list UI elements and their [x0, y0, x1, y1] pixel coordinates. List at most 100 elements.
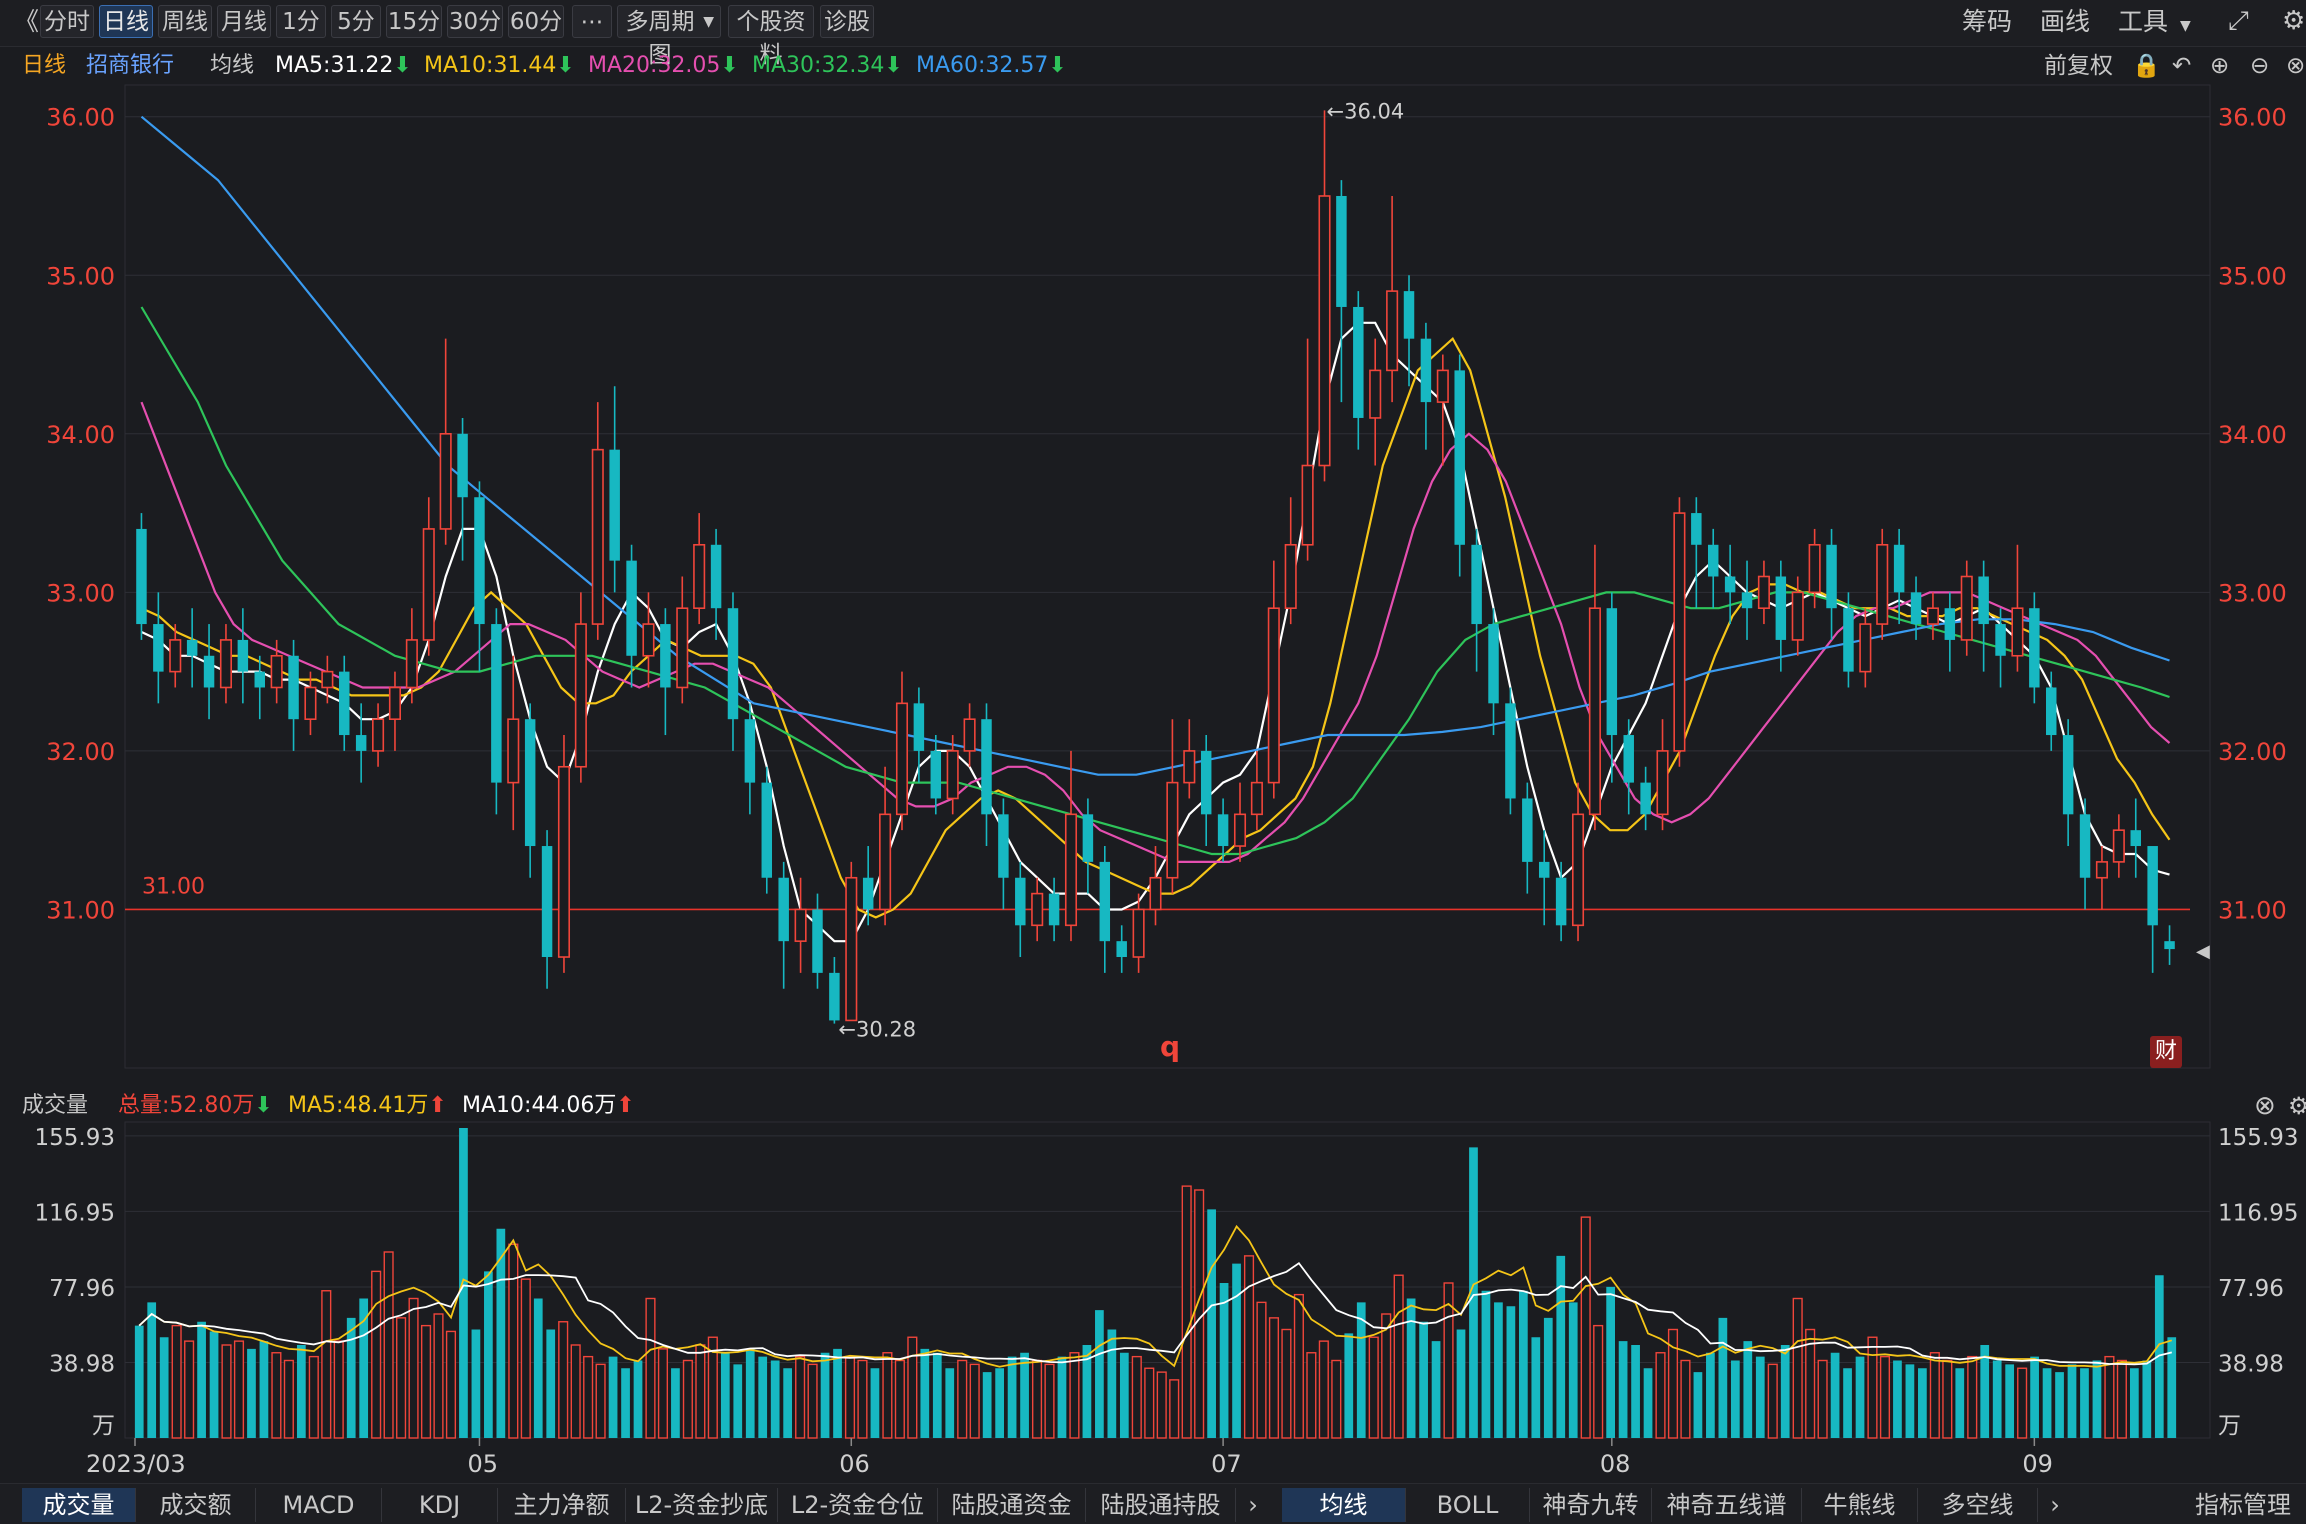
volume-bar	[1568, 1302, 1578, 1438]
candle	[761, 766, 773, 894]
candle-body	[879, 813, 892, 911]
q-marker[interactable]: q	[1160, 1030, 1181, 1063]
candle	[1200, 735, 1212, 847]
ma10-value: MA10:31.44⬇	[424, 53, 575, 78]
tab-hk-connect-hold[interactable]: 陆股通持股	[1086, 1488, 1236, 1522]
candle	[169, 624, 182, 688]
candle-body	[1926, 607, 1939, 625]
candle	[591, 402, 604, 640]
close-icon[interactable]: ⊗	[2254, 1091, 2276, 1121]
candle-body	[778, 877, 789, 942]
candle	[829, 957, 840, 1024]
undo-icon[interactable]: ↶	[2172, 53, 2192, 79]
candle-body	[237, 639, 249, 672]
tab-l2-bottom[interactable]: L2-资金抄底	[626, 1488, 778, 1522]
tab-volume[interactable]: 成交量	[22, 1488, 136, 1522]
y-tick-label: 33.00	[46, 579, 115, 607]
back-button[interactable]: 《	[14, 7, 40, 36]
tab-15min[interactable]: 15分	[386, 5, 442, 38]
volume-bar	[1281, 1328, 1292, 1439]
tab-rixian[interactable]: 日线	[99, 5, 153, 38]
tab-yuexian[interactable]: 月线	[217, 5, 271, 38]
tab-hk-connect-flow[interactable]: 陆股通资金	[938, 1488, 1086, 1522]
volume-bar	[271, 1352, 282, 1439]
candle	[153, 592, 164, 704]
stock-info-button[interactable]: 个股资料	[728, 5, 814, 68]
lock-icon[interactable]: 🔒	[2132, 53, 2161, 79]
candle	[1436, 354, 1449, 466]
volume-bar	[1095, 1310, 1104, 1438]
tab-fenshi[interactable]: 分时	[40, 5, 94, 38]
diagnose-button[interactable]: 诊股	[820, 5, 874, 38]
candle-body	[541, 846, 553, 958]
tab-5min[interactable]: 5分	[331, 5, 381, 38]
candle	[203, 624, 215, 720]
kline-chart[interactable]: 31.00 36.00 35.00 34.00 33.00 32.00 31.00 36.…	[0, 0, 2306, 1483]
zoom-out-icon[interactable]: ⊖	[2250, 53, 2270, 79]
tab-main-net[interactable]: 主力净额	[498, 1488, 626, 1522]
candle	[1757, 560, 1770, 625]
volume-bar	[308, 1355, 319, 1439]
candle-body	[1995, 624, 2006, 656]
ma-title[interactable]: 均线	[210, 53, 255, 78]
volume-tick-label: 155.93	[35, 1125, 115, 1151]
volume-bar	[995, 1368, 1004, 1438]
finance-badge[interactable]: 财	[2150, 1036, 2182, 1068]
indicator-manager-button[interactable]: 指标管理	[2195, 1491, 2291, 1519]
tab-amount[interactable]: 成交额	[136, 1488, 256, 1522]
top-toolbar: 《 分时 日线 周线 月线 1分 5分 15分 30分 60分 ⋯ 多周期图 ▼…	[0, 0, 2306, 68]
multi-period-dropdown[interactable]: 多周期图 ▼	[617, 5, 721, 68]
tab-30min[interactable]: 30分	[447, 5, 503, 38]
fullscreen-icon[interactable]: ⤢	[2228, 6, 2249, 36]
tab-magic-five[interactable]: 神奇五线谱	[1652, 1488, 1802, 1522]
candle	[2130, 798, 2141, 878]
candle-body	[388, 686, 402, 720]
candle-body	[744, 719, 756, 783]
tab-boll[interactable]: BOLL	[1406, 1488, 1530, 1522]
volume-bar	[259, 1341, 269, 1438]
tab-long-short[interactable]: 多空线	[1918, 1488, 2038, 1522]
candle-body	[2147, 846, 2158, 926]
tab-zhouxian[interactable]: 周线	[158, 5, 212, 38]
chevron-right-icon[interactable]: ›	[2050, 1491, 2060, 1519]
chevron-right-icon[interactable]: ›	[1248, 1491, 1258, 1519]
candle	[727, 592, 739, 751]
candle-body	[862, 877, 874, 910]
candle	[1301, 338, 1314, 561]
settings-icon[interactable]: ⚙	[2288, 1092, 2306, 1120]
tab-bull-bear[interactable]: 牛熊线	[1802, 1488, 1918, 1522]
chip-button[interactable]: 筹码	[1962, 7, 2013, 36]
candle	[626, 544, 637, 688]
date-axis: 2023/03050607080910	[86, 1438, 2053, 1478]
candle	[1588, 544, 1601, 831]
candle-body	[1960, 575, 1973, 641]
candle-body	[2079, 814, 2091, 878]
candle	[1522, 782, 1533, 894]
volume-title[interactable]: 成交量	[22, 1093, 89, 1118]
draw-line-button[interactable]: 画线	[2040, 7, 2091, 36]
volume-bar	[1805, 1328, 1816, 1439]
candle	[1859, 608, 1872, 688]
close-icon[interactable]: ⊗	[2286, 53, 2306, 79]
fq-dropdown[interactable]: 前复权	[2044, 53, 2113, 79]
tab-ma[interactable]: 均线	[1282, 1488, 1406, 1522]
candle	[1353, 291, 1364, 450]
settings-icon[interactable]: ⚙	[2282, 6, 2306, 36]
tools-button[interactable]: 工具 ▼	[2118, 5, 2191, 38]
candle-body	[186, 639, 198, 656]
tab-macd[interactable]: MACD	[256, 1488, 382, 1522]
volume-bar	[595, 1363, 606, 1439]
candle-body	[1454, 370, 1465, 545]
zoom-in-icon[interactable]: ⊕	[2210, 53, 2230, 79]
tab-td9[interactable]: 神奇九转	[1530, 1488, 1652, 1522]
tab-1min[interactable]: 1分	[276, 5, 326, 38]
tab-l2-position[interactable]: L2-资金仓位	[778, 1488, 938, 1522]
candle-body	[457, 433, 468, 498]
volume-bar	[1817, 1359, 1828, 1439]
candle-body	[136, 528, 147, 625]
stock-name[interactable]: 招商银行	[86, 53, 175, 78]
volume-bar	[957, 1359, 968, 1439]
tab-60min[interactable]: 60分	[508, 5, 564, 38]
tab-kdj[interactable]: KDJ	[382, 1488, 498, 1522]
more-periods-button[interactable]: ⋯	[572, 5, 612, 38]
